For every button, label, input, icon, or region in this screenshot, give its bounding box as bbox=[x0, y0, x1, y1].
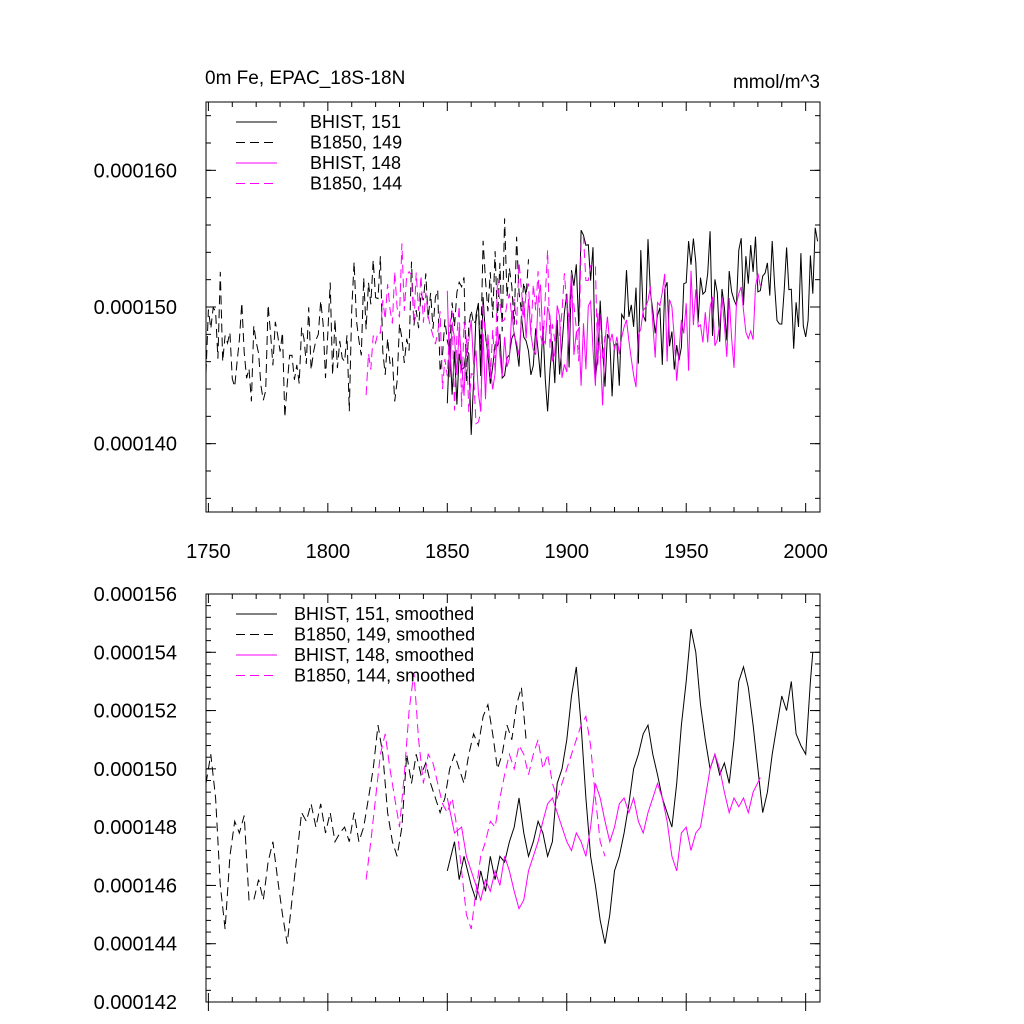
bottom-legend-label-1: B1850, 149, smoothed bbox=[294, 625, 475, 645]
bottom-series-line-0 bbox=[446, 628, 814, 944]
top-legend-label-1: B1850, 149 bbox=[310, 133, 402, 153]
top-xtick-label: 1750 bbox=[186, 541, 231, 563]
bottom-legend-label-2: BHIST, 148, smoothed bbox=[294, 645, 474, 665]
bottom-ytick-label: 0.000150 bbox=[94, 759, 177, 781]
bottom-ytick-label: 0.000144 bbox=[94, 934, 177, 956]
top-ytick-label: 0.000160 bbox=[94, 160, 177, 182]
bottom-ytick-label: 0.000146 bbox=[94, 875, 177, 897]
bottom-ytick-label: 0.000148 bbox=[94, 817, 177, 839]
top-series-line-2 bbox=[446, 270, 761, 411]
top-panel: 0m Fe, EPAC_18S-18N mmol/m^3 1750 1800 185… bbox=[94, 68, 828, 563]
bottom-ytick-label: 0.000154 bbox=[94, 642, 177, 664]
top-xtick-label: 1850 bbox=[425, 541, 470, 563]
top-chart-title: 0m Fe, EPAC_18S-18N bbox=[205, 68, 405, 89]
top-xtick-label: 1900 bbox=[545, 541, 590, 563]
top-legend-label-2: BHIST, 148 bbox=[310, 153, 401, 173]
bottom-ytick-label: 0.000142 bbox=[94, 992, 177, 1014]
bottom-series-line-2 bbox=[446, 752, 761, 911]
bottom-legend-label-0: BHIST, 151, smoothed bbox=[294, 604, 474, 624]
top-xtick-label: 1950 bbox=[664, 541, 709, 563]
top-series-line-0 bbox=[446, 227, 819, 435]
bottom-series-line-1 bbox=[206, 687, 527, 944]
top-series-line-3 bbox=[365, 236, 606, 425]
top-ytick-label: 0.000140 bbox=[94, 434, 177, 456]
top-ytick-label: 0.000150 bbox=[94, 297, 177, 319]
top-legend-label-0: BHIST, 151 bbox=[310, 112, 401, 132]
bottom-series-line-3 bbox=[365, 672, 606, 930]
bottom-plot-frame bbox=[205, 593, 821, 1003]
bottom-ytick-label: 0.000156 bbox=[94, 584, 177, 606]
top-legend-label-3: B1850, 144 bbox=[310, 174, 402, 194]
bottom-legend-label-3: B1850, 144, smoothed bbox=[294, 666, 475, 686]
bottom-ytick-label: 0.000152 bbox=[94, 701, 177, 723]
bottom-panel: 0.000142 0.000144 0.000146 0.000148 0.000150… bbox=[94, 584, 821, 1014]
top-xtick-label: 2000 bbox=[783, 541, 828, 563]
top-xtick-label: 1800 bbox=[306, 541, 351, 563]
top-chart-units: mmol/m^3 bbox=[733, 72, 820, 93]
top-series-line-1 bbox=[206, 218, 529, 418]
